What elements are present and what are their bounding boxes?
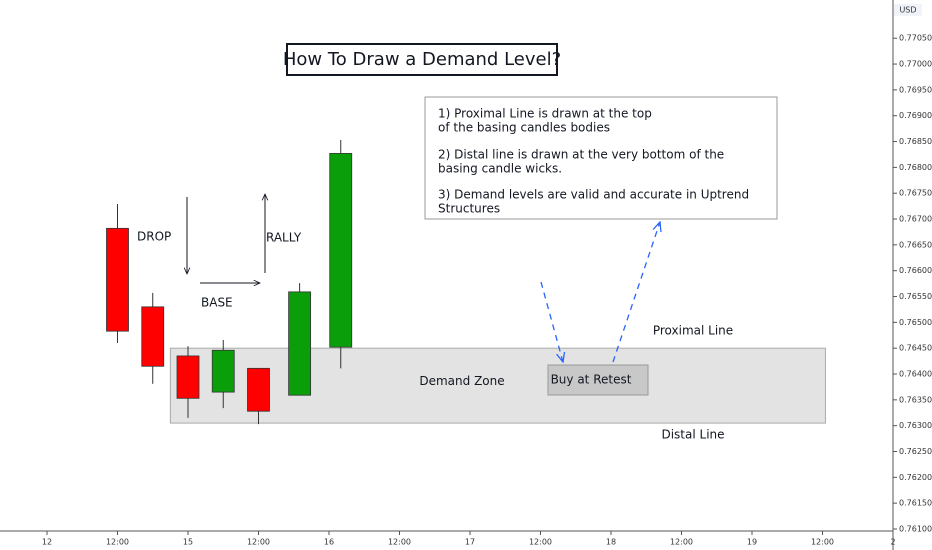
y-tick-label: 0.76850 — [899, 137, 932, 146]
notes: 1) Proximal Line is drawn at the top of … — [438, 107, 749, 216]
candle-body — [176, 355, 200, 399]
candle-body — [247, 367, 270, 412]
x-tick-label: 12:00 — [247, 538, 270, 547]
target-arrow — [612, 222, 660, 363]
note-line: Structures — [438, 202, 500, 216]
y-tick-label: 0.76450 — [899, 344, 932, 353]
y-tick-label: 0.76100 — [899, 525, 932, 534]
currency-badge — [894, 4, 922, 16]
note-line: 2) Distal line is drawn at the very bott… — [438, 148, 724, 162]
rally-label: RALLY — [266, 231, 302, 245]
x-tick-label: 17 — [465, 538, 475, 547]
x-tick-label: 12 — [42, 538, 52, 547]
x-tick-label: 12:00 — [811, 538, 834, 547]
demand-zone — [169, 347, 826, 424]
notes-box — [424, 96, 778, 220]
title-box — [286, 43, 558, 76]
y-tick-label: 0.77050 — [899, 34, 932, 43]
zone-label: Demand Zone — [419, 374, 504, 388]
y-tick-label: 0.76500 — [899, 318, 932, 327]
candle-body — [329, 153, 353, 348]
y-tick-label: 0.76900 — [899, 111, 932, 120]
y-tick-label: 0.76200 — [899, 473, 932, 482]
candle-body — [211, 349, 235, 393]
y-tick-label: 0.76650 — [899, 240, 932, 249]
x-tick-label: 16 — [324, 538, 334, 547]
x-tick-label: 12:00 — [388, 538, 411, 547]
y-tick-label: 0.76600 — [899, 266, 932, 275]
x-tick-label: 12:00 — [670, 538, 693, 547]
note-line: 3) Demand levels are valid and accurate … — [438, 188, 749, 202]
y-tick-label: 0.76800 — [899, 163, 932, 172]
note-line: 1) Proximal Line is drawn at the top — [438, 107, 652, 121]
x-tick-label: 15 — [183, 538, 193, 547]
note-line: basing candle wicks. — [438, 162, 562, 176]
y-tick-label: 0.76400 — [899, 370, 932, 379]
retest-arrow — [540, 281, 563, 362]
entry-label: Buy at Retest — [551, 373, 632, 387]
x-tick-label: 12:00 — [529, 538, 552, 547]
candle-body — [141, 306, 165, 367]
entry-box — [547, 364, 649, 396]
currency: USD — [899, 6, 916, 15]
x-tick-label: 19 — [747, 538, 757, 547]
y-tick-label: 0.77000 — [899, 60, 932, 69]
y-tick-label: 0.76150 — [899, 499, 932, 508]
distal-label: Distal Line — [661, 428, 724, 442]
y-tick-label: 0.76300 — [899, 421, 932, 430]
y-tick-label: 0.76550 — [899, 292, 932, 301]
chart-title: How To Draw a Demand Level? — [283, 49, 561, 70]
x-tick-label: 12:00 — [106, 538, 129, 547]
y-tick-label: 0.76750 — [899, 189, 932, 198]
base-label: BASE — [201, 296, 233, 310]
y-tick-label: 0.76250 — [899, 447, 932, 456]
candle-body — [288, 291, 312, 396]
y-tick-label: 0.76950 — [899, 85, 932, 94]
proximal-label: Proximal Line — [653, 324, 733, 338]
candle-body — [106, 227, 129, 332]
y-tick-label: 0.76700 — [899, 215, 932, 224]
x-tick-label: 2 — [890, 538, 895, 547]
plot-area: Demand Zone — [106, 139, 826, 425]
note-line: of the basing candles bodies — [438, 121, 610, 135]
y-tick-label: 0.76350 — [899, 395, 932, 404]
x-tick-label: 18 — [606, 538, 616, 547]
drop-label: DROP — [137, 230, 171, 244]
